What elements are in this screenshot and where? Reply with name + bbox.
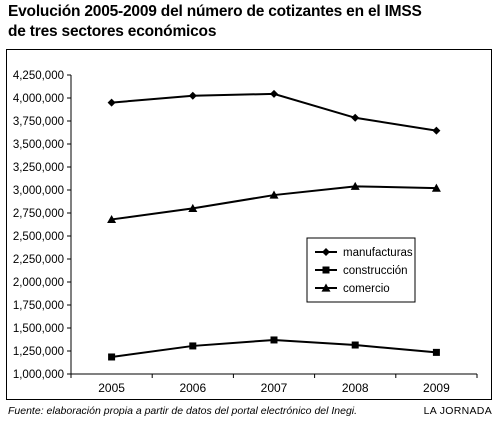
legend-marker-comercio — [321, 283, 331, 292]
y-tick-label: 3,750,000 — [13, 116, 64, 128]
data-point-comercio — [350, 181, 360, 190]
data-point-construccion — [108, 353, 116, 361]
brand-label: LA JORNADA — [423, 405, 492, 417]
data-point-manufacturas — [107, 98, 116, 107]
line-chart: 1,000,000 1,250,000 1,500,000 1,750,000 2,00… — [13, 70, 478, 395]
y-tick-label: 2,000,000 — [13, 277, 64, 289]
x-tick-label: 2009 — [423, 381, 450, 395]
y-tick-label: 3,500,000 — [13, 139, 64, 151]
data-point-manufacturas — [432, 126, 441, 135]
data-point-construccion — [270, 336, 278, 344]
data-point-manufacturas — [351, 113, 360, 122]
y-tick-label: 4,000,000 — [13, 93, 64, 105]
data-point-comercio — [107, 214, 117, 224]
legend-label-comercio: comercio — [343, 283, 390, 295]
legend-marker-manufacturas — [322, 248, 330, 256]
chart-title-line-2: de tres sectores económicos — [8, 23, 217, 40]
y-tick-label: 2,250,000 — [13, 254, 64, 266]
chart-title: Evolución 2005-2009 del número de cotiza… — [8, 2, 494, 42]
y-tick-label: 4,250,000 — [13, 70, 64, 82]
y-tick-label: 3,250,000 — [13, 162, 64, 174]
y-tick-label: 3,000,000 — [13, 185, 64, 197]
chart-title-line-1: Evolución 2005-2009 del número de cotiza… — [8, 3, 422, 20]
y-tick-label: 1,500,000 — [13, 323, 64, 335]
x-tick-label: 2007 — [261, 381, 288, 395]
x-tick-label: 2006 — [179, 381, 206, 395]
legend-marker-construccion — [322, 266, 330, 274]
x-tick-label: 2005 — [98, 381, 125, 395]
data-point-comercio — [188, 203, 198, 212]
source-note: Fuente: elaboración propia a partir de d… — [8, 405, 358, 417]
y-tick-label: 2,500,000 — [13, 231, 64, 243]
series-line-manufacturas — [111, 92, 437, 132]
data-point-construccion — [432, 348, 440, 356]
data-point-construccion — [351, 341, 359, 349]
data-point-manufacturas — [270, 89, 278, 98]
y-tick-label: 1,750,000 — [13, 300, 64, 312]
data-point-comercio — [431, 183, 441, 192]
data-point-manufacturas — [188, 91, 197, 100]
data-point-construccion — [189, 342, 197, 350]
y-tick-label: 2,750,000 — [13, 208, 64, 220]
y-tick-label: 1,000,000 — [13, 369, 64, 381]
legend-label-construccion: construcción — [343, 265, 408, 277]
y-tick-label: 1,250,000 — [13, 346, 64, 358]
data-point-comercio — [269, 190, 279, 199]
legend-label-manufacturas: manufacturas — [343, 247, 413, 259]
chart-frame: 1,000,000 1,250,000 1,500,000 1,750,000 2,00… — [6, 49, 492, 400]
x-tick-label: 2008 — [342, 381, 369, 395]
